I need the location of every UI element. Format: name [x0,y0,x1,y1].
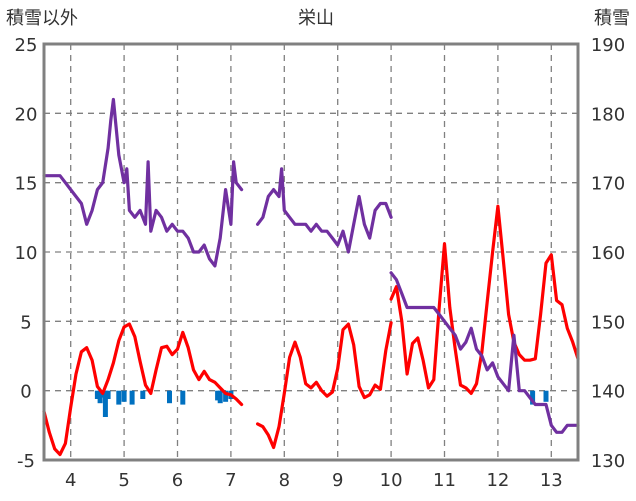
right-tick-label: 160 [591,243,625,264]
x-tick-label: 9 [332,470,343,491]
left-tick-label: -5 [17,451,35,472]
temperature-line-segment-1 [256,321,393,450]
snow_depth-line-segment-0 [42,97,244,268]
left-tick-label: 20 [15,104,38,125]
temperature-line-segment-0 [42,322,244,457]
left-tick-label: 5 [20,312,31,333]
precipitation-bar [129,390,135,405]
precipitation-bar [217,390,223,404]
right-tick-label: 140 [591,382,625,403]
right-tick-label: 190 [591,35,625,56]
x-tick-label: 6 [172,470,183,491]
snow_depth-line-segment-1 [256,167,393,254]
x-tick-label: 7 [225,470,236,491]
precipitation-bar [543,390,549,402]
left-tick-label: 10 [15,243,38,264]
right-tick-label: 130 [591,451,625,472]
precipitation-bar [121,390,127,402]
precipitation-bars [94,390,549,417]
precipitation-bar [94,390,100,399]
precipitation-bar [105,390,111,399]
right-tick-label: 170 [591,174,625,195]
left-axis-label: 積雪以外 [6,8,78,29]
x-tick-label: 12 [486,470,509,491]
precipitation-bar [530,390,536,405]
precipitation-bar [167,390,172,404]
x-tick-label: 11 [433,470,456,491]
x-tick-label: 8 [279,470,290,491]
x-tick-label: 10 [380,470,403,491]
left-tick-label: 0 [20,382,31,403]
x-tick-label: 5 [118,470,129,491]
precipitation-bar [140,390,146,399]
right-axis-label: 積雪 [594,8,630,29]
chart-title: 栄山 [298,8,334,29]
left-tick-label: 25 [15,35,38,56]
precipitation-bar [223,390,229,402]
temperature-line-segment-2 [389,204,580,395]
right-tick-label: 180 [591,104,625,125]
precipitation-bar [215,390,221,401]
x-tick-label: 13 [540,470,563,491]
grid-lines [44,44,578,460]
left-tick-label: 15 [15,174,38,195]
precipitation-bar [102,390,108,417]
precipitation-bar [116,390,122,405]
right-tick-label: 150 [591,312,625,333]
snow_depth-line-segment-2 [389,271,580,434]
x-tick-label: 4 [65,470,76,491]
series-lines [42,97,580,457]
precipitation-bar [180,390,186,405]
plot-frame [42,42,580,462]
tick-labels: -5 0 5 10 15 20 25 130 140 150 160 170 180 190 4 5 6 7 8 9 1… [15,35,626,491]
precipitation-bar [97,390,103,404]
